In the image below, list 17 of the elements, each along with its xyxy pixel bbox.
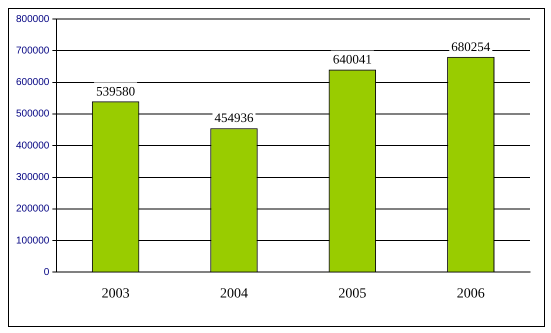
y-tick-label: 700000	[16, 45, 50, 56]
y-tick-label: 0	[44, 266, 50, 278]
y-tick-label: 100000	[16, 235, 50, 246]
y-tick-label: 400000	[16, 140, 50, 152]
y-tick-label: 200000	[16, 204, 50, 215]
data-label: 640041	[332, 52, 372, 67]
x-tick-label: 2003	[102, 286, 130, 302]
data-label: 539580	[96, 83, 136, 98]
y-tick-label: 300000	[16, 172, 50, 183]
x-tick-label: 2006	[456, 286, 485, 302]
x-tick-label: 2005	[338, 286, 366, 302]
data-label: 454936	[214, 110, 254, 126]
y-tick-label: 800000	[16, 14, 50, 25]
x-tick-label: 2004	[220, 286, 248, 302]
data-label: 680254	[451, 38, 491, 54]
y-tick-label: 500000	[16, 108, 50, 120]
y-tick-label: 600000	[16, 77, 50, 88]
